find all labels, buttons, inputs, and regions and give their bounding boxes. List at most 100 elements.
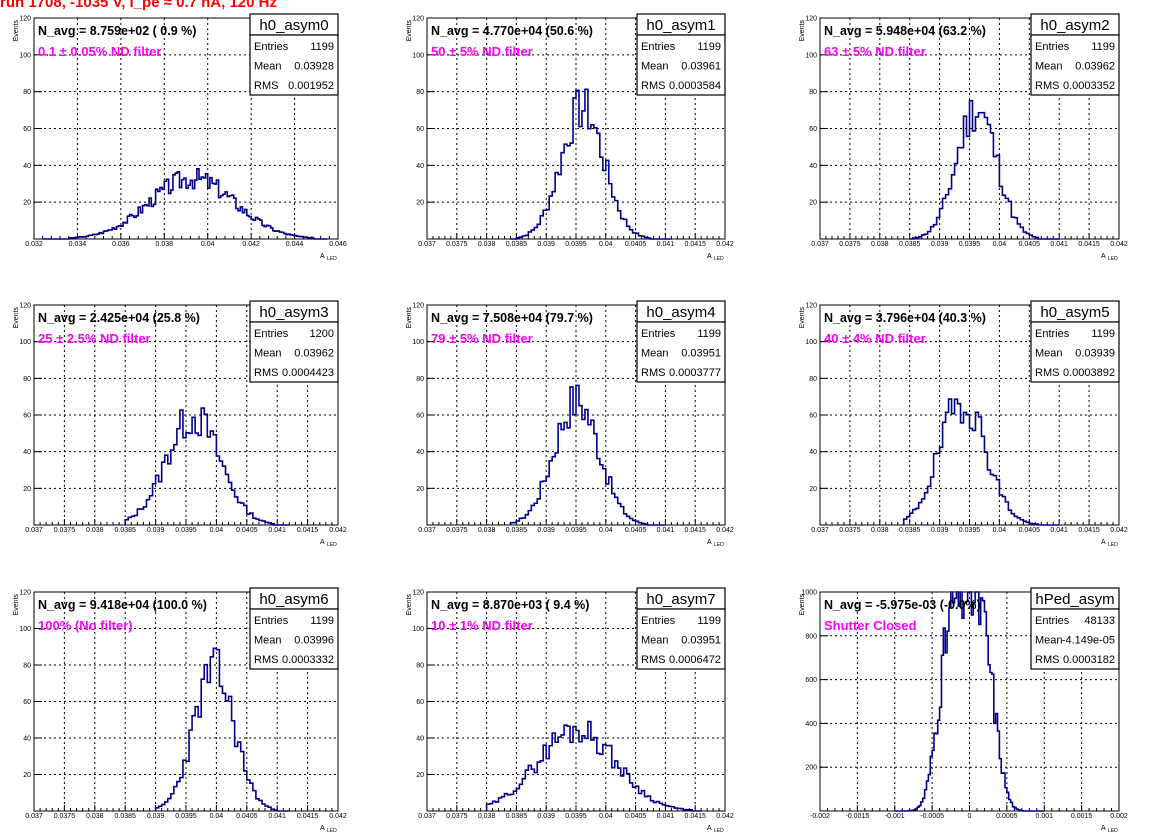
stats-value: 1199	[1091, 41, 1115, 53]
filter-annotation: 79 ± 5% ND filter	[431, 331, 533, 346]
stats-value: 0.0003584	[669, 80, 721, 92]
x-tick-label: 0.0395	[565, 527, 587, 534]
navg-label: N_avg = 4.770e+04 (50.6 %)	[431, 24, 593, 38]
x-axis-label-sub: LED	[327, 542, 337, 548]
x-tick-label: -0.002	[810, 813, 830, 820]
x-tick-label: 0.042	[716, 813, 734, 820]
panel-h0_asym4: 0.037 0.0375 0.038 0.0385 0.039 0.0395 0.04 0.0…	[406, 300, 734, 548]
filter-annotation: 100% (No filter)	[38, 618, 133, 633]
x-tick-label: 0.042	[1110, 527, 1128, 534]
x-tick-label: 0.0385	[899, 241, 921, 248]
y-tick-label: 120	[805, 16, 817, 23]
x-tick-label: 0.037	[25, 813, 43, 820]
x-tick-label: 0.0375	[839, 527, 861, 534]
histogram-hPed_asym	[894, 591, 1045, 812]
x-tick-label: 0.0415	[1078, 241, 1100, 248]
filter-annotation: Shutter Closed	[824, 618, 917, 633]
filter-annotation: 50 ± 5% ND filter	[431, 44, 533, 59]
stats-value: 0.0004423	[282, 367, 334, 379]
y-tick-label: 60	[809, 413, 817, 420]
stats-box	[249, 34, 339, 96]
x-tick-label: 0.046	[329, 241, 347, 248]
histogram-name: h0_asym1	[646, 17, 715, 34]
y-tick-label: 100	[19, 52, 31, 59]
y-tick-label: 100	[805, 339, 817, 346]
y-axis-label: Events	[799, 307, 806, 329]
y-axis-label: Events	[406, 20, 413, 42]
stats-box	[249, 321, 339, 383]
y-tick-label: 100	[805, 52, 817, 59]
x-tick-label: 0.0385	[506, 241, 528, 248]
x-axis-label: A	[707, 539, 712, 546]
x-tick-label: 0.037	[418, 241, 436, 248]
panel-h0_asym7: 0.037 0.0375 0.038 0.0385 0.039 0.0395 0.04 0.0…	[406, 587, 734, 832]
filter-annotation: 0.1 ± 0.05% ND filter	[38, 44, 161, 59]
x-tick-label: 0.04	[993, 527, 1007, 534]
x-tick-label: 0	[968, 813, 972, 820]
x-tick-label: 0.04	[599, 527, 613, 534]
x-tick-label: 0.0405	[1019, 527, 1041, 534]
y-tick-label: 60	[23, 126, 31, 133]
panel-h0_asym5: 0.037 0.0375 0.038 0.0385 0.039 0.0395 0.04 0.0…	[799, 300, 1128, 548]
x-tick-label: 0.0415	[297, 527, 319, 534]
x-tick-label: 0.037	[811, 527, 829, 534]
navg-label: N_avg = 3.796e+04 (40.3 %)	[824, 311, 986, 325]
x-tick-label: 0.037	[811, 241, 829, 248]
y-tick-label: 80	[416, 89, 424, 96]
panel-h0_asym3: 0.037 0.0375 0.038 0.0385 0.039 0.0395 0.04 0.0…	[13, 300, 347, 548]
stats-label: RMS	[641, 367, 665, 379]
histogram-h0_asym1	[510, 88, 672, 240]
y-tick-label: 60	[809, 126, 817, 133]
x-tick-label: 0.034	[69, 241, 87, 248]
stats-value: 0.03961	[681, 61, 721, 73]
stats-value: 0.03928	[294, 61, 334, 73]
page-title: run 1708, -1035 V, I_pe ≈ 0.7 nA, 120 Hz	[0, 0, 277, 11]
x-tick-label: 0.041	[1050, 527, 1068, 534]
stats-label: Entries	[254, 328, 289, 340]
x-axis-label-sub: LED	[1108, 256, 1118, 262]
navg-label: N_avg = 5.948e+04 (63.2 %)	[824, 24, 986, 38]
x-tick-label: 0.042	[716, 241, 734, 248]
x-tick-label: 0.041	[1050, 241, 1068, 248]
stats-label: RMS	[254, 367, 278, 379]
navg-label: N_avg = 8.870e+03 ( 9.4 %)	[431, 598, 589, 612]
x-axis-label: A	[1101, 253, 1106, 260]
stats-label: Mean	[641, 348, 669, 360]
y-tick-label: 1000	[801, 590, 817, 597]
x-tick-label: 0.039	[537, 241, 555, 248]
stats-label: Mean	[1035, 61, 1063, 73]
x-tick-label: 0.036	[112, 241, 130, 248]
y-axis-label: Events	[406, 594, 413, 616]
histogram-h0_asym6	[154, 647, 290, 812]
y-tick-label: 80	[23, 89, 31, 96]
histogram-name: h0_asym3	[259, 304, 328, 321]
x-tick-label: 0.0405	[1019, 241, 1041, 248]
stats-value: 1199	[697, 328, 721, 340]
x-tick-label: 0.0375	[446, 527, 468, 534]
x-tick-label: 0.0415	[1078, 527, 1100, 534]
x-tick-label: 0.042	[329, 527, 347, 534]
x-tick-label: 0.0415	[684, 527, 706, 534]
stats-label: Entries	[254, 615, 289, 627]
x-tick-label: 0.038	[478, 241, 496, 248]
y-tick-label: 60	[416, 699, 424, 706]
stats-value: 0.001952	[288, 80, 334, 92]
x-tick-label: 0.0015	[1071, 813, 1093, 820]
histogram-h0_asym3	[124, 407, 290, 526]
x-tick-label: 0.039	[147, 813, 165, 820]
y-tick-label: 800	[805, 633, 817, 640]
stats-box	[1030, 608, 1120, 670]
stats-box	[636, 321, 726, 383]
x-axis-label: A	[320, 539, 325, 546]
x-tick-label: 0.0005	[996, 813, 1018, 820]
stats-label: RMS	[641, 80, 665, 92]
x-tick-label: 0.038	[86, 527, 104, 534]
navg-label: N_avg = 9.418e+04 (100.0 %)	[38, 598, 207, 612]
y-axis-label: Events	[13, 307, 20, 329]
x-tick-label: 0.039	[147, 527, 165, 534]
y-tick-label: 100	[412, 52, 424, 59]
x-tick-label: 0.04	[993, 241, 1007, 248]
panel-h0_asym2: 0.037 0.0375 0.038 0.0385 0.039 0.0395 0.04 0.0…	[799, 13, 1128, 262]
stats-box	[636, 608, 726, 670]
y-tick-label: 20	[416, 772, 424, 779]
